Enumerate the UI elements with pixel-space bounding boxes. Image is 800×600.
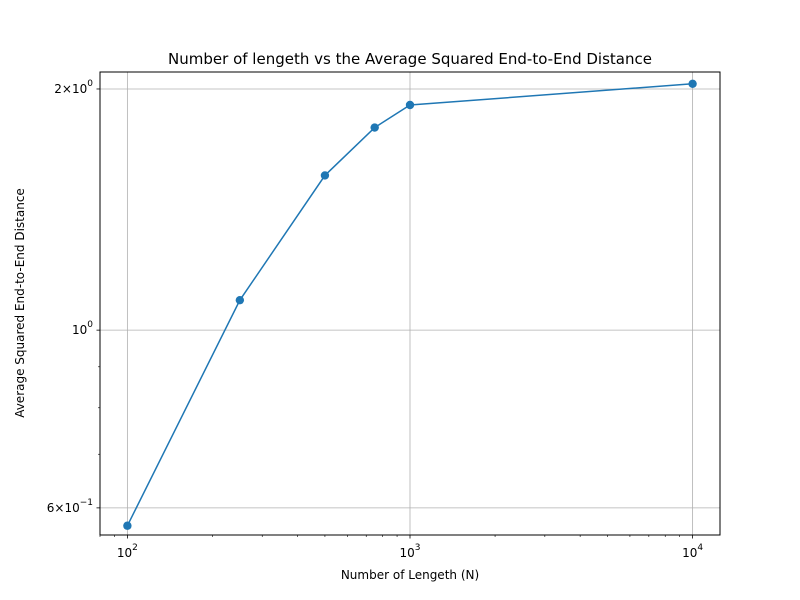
x-tick-label: 102: [117, 543, 138, 560]
data-point: [123, 521, 132, 530]
y-tick-label: 6×10−1: [47, 498, 93, 515]
series-line: [126, 83, 693, 527]
y-tick-label: 100: [72, 320, 93, 337]
y-tick-label: 2×100: [54, 79, 93, 96]
y-axis-ticks: 6×10−1 100 2×100: [47, 79, 100, 515]
data-point: [405, 100, 415, 110]
y-axis-label: Average Squared End-to-End Distance: [13, 188, 27, 418]
x-axis-ticks: 102 103 104: [117, 535, 703, 560]
data-point: [688, 79, 697, 88]
x-axis-label: Number of Lengeth (N): [341, 568, 479, 582]
x-tick-label: 104: [682, 543, 703, 560]
series-layer: [123, 79, 697, 530]
chart-title: Number of lengeth vs the Average Squared…: [168, 50, 652, 68]
data-point: [320, 171, 330, 180]
x-tick-label: 103: [399, 543, 420, 560]
data-point: [235, 295, 245, 305]
data-point: [370, 123, 379, 132]
grid: [100, 72, 720, 535]
